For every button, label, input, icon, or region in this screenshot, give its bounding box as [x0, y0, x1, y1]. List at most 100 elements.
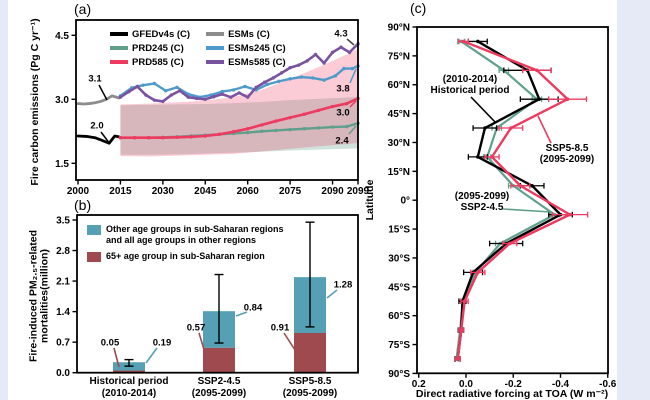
series-marker — [455, 357, 460, 361]
series-line-SSP5-8.5 (2095-2099) — [456, 40, 572, 360]
series-marker — [254, 85, 258, 90]
legend-item-ESMs (C): ESMs (C) — [206, 27, 286, 41]
bar-65plus — [203, 347, 235, 373]
series-marker — [322, 61, 326, 65]
callout-value: 0.84 — [244, 303, 263, 314]
panel-b-legend: Other age groups in sub-Saharan regions a… — [87, 224, 284, 267]
y-tick-label: 0° — [400, 196, 410, 207]
series-line-ESMs (C) — [76, 94, 121, 106]
series-marker — [333, 74, 338, 78]
series-marker — [203, 134, 207, 138]
legend-item-GFEDv4s (C): GFEDv4s (C) — [110, 27, 190, 41]
series-marker — [507, 241, 512, 246]
y-tick-label: 15°N — [388, 167, 410, 178]
y-tick-label: 75°S — [388, 340, 410, 351]
series-marker — [265, 82, 270, 87]
series-marker — [342, 66, 346, 71]
y-tick-label: 30°N — [388, 138, 410, 149]
bar-65plus — [113, 370, 145, 373]
legend-label: GFEDv4s (C) — [132, 28, 191, 40]
series-marker — [299, 75, 304, 79]
callout-leader — [145, 347, 158, 364]
series-marker — [530, 183, 534, 188]
series-marker — [175, 135, 179, 139]
y-tick-label: 45°S — [388, 282, 410, 293]
series-marker — [186, 95, 191, 99]
legend-line-sample — [206, 60, 225, 64]
callout-value: 1.28 — [334, 280, 353, 291]
series-marker — [161, 99, 165, 104]
series-marker — [316, 108, 321, 113]
callout-leader — [349, 100, 357, 108]
y-tick-label: 60°S — [388, 311, 410, 322]
annotation-leader — [537, 115, 552, 144]
callout-value: 2.4 — [335, 136, 349, 147]
y-tick-label: 90°N — [388, 23, 410, 34]
series-marker — [195, 96, 199, 101]
series-marker — [296, 63, 301, 67]
series-marker — [476, 39, 480, 44]
x-tick-label: 2099 — [347, 186, 370, 197]
series-marker — [152, 81, 157, 86]
annotation-leader — [470, 96, 497, 124]
y-tick-label: 3.5 — [56, 215, 70, 226]
callout-leader — [326, 289, 338, 299]
y-tick-label: 1.4 — [56, 307, 70, 318]
legend-swatch — [87, 252, 101, 262]
annotation-text: SSP5-8.5 — [546, 143, 589, 154]
y-tick-label: 30°S — [388, 253, 410, 264]
panel-a-label: (a) — [74, 1, 92, 17]
legend-label: Other age groups in sub-Saharan regions a… — [106, 224, 284, 245]
series-marker — [132, 136, 137, 140]
panel-c-plot: 0.2 0.0 -0.2 -0.4 -0.6 90°N 75°N 60°N 45°N 30°N 15… — [388, 23, 617, 391]
band-PRD245-range — [120, 97, 359, 155]
series-marker — [271, 76, 275, 80]
series-marker — [209, 93, 213, 97]
series-marker — [509, 126, 513, 130]
series-marker — [175, 85, 179, 90]
annotation-text: SSP2-4.5 — [461, 202, 504, 213]
series-marker — [288, 77, 292, 81]
series-marker — [118, 136, 123, 140]
series-marker — [459, 328, 464, 332]
annotation-leader — [502, 208, 552, 213]
legend-item-ESMs585 (C): ESMs585 (C) — [206, 55, 286, 69]
panel-a-y-axis-label: Fire carbon emissions (Pg C yr⁻¹) — [29, 18, 41, 186]
series-marker — [347, 50, 352, 55]
series-marker — [178, 89, 182, 93]
x-tick-label: 2030 — [152, 186, 175, 197]
series-marker — [288, 66, 292, 70]
series-marker — [118, 95, 123, 99]
y-tick-label: 0.0 — [56, 368, 70, 379]
series-marker — [203, 97, 207, 102]
x-tick-label: 0.0 — [459, 379, 473, 390]
x-tick-label: 2090 — [321, 186, 344, 197]
y-tick-label: 4.5 — [55, 31, 69, 42]
series-marker — [568, 212, 572, 217]
legend-line-sample — [206, 46, 225, 50]
series-marker — [302, 112, 306, 116]
x-tick-label: 2015 — [109, 186, 132, 197]
y-tick-label: 15°S — [388, 225, 410, 236]
x-tick-label: -0.6 — [599, 379, 617, 390]
category-label-line2: (2095-2099) — [192, 388, 246, 399]
legend-item-ESMs245 (C): ESMs245 (C) — [206, 41, 286, 55]
series-marker — [245, 130, 250, 135]
x-tick-label: 2045 — [194, 186, 217, 197]
legend-line-sample — [110, 60, 128, 64]
callout-value: 0.19 — [153, 338, 172, 349]
x-tick-label: -0.4 — [552, 379, 570, 390]
panel-a-legend: GFEDv4s (C) PRD245 (C) PRD585 (C) ESMs (C) E… — [110, 27, 286, 69]
panel-b-y-axis-label: Fire-induced PM₂.₅-related mortalities(m… — [28, 214, 51, 379]
series-marker — [339, 45, 343, 49]
series-marker — [141, 83, 145, 87]
x-tick-label: 0.2 — [412, 379, 426, 390]
series-marker — [330, 104, 335, 109]
series-marker — [220, 92, 224, 96]
series-marker — [262, 80, 267, 84]
series-marker — [163, 89, 168, 93]
legend-line-sample — [110, 32, 128, 36]
callout-leader — [198, 332, 207, 357]
series-marker — [245, 95, 250, 99]
